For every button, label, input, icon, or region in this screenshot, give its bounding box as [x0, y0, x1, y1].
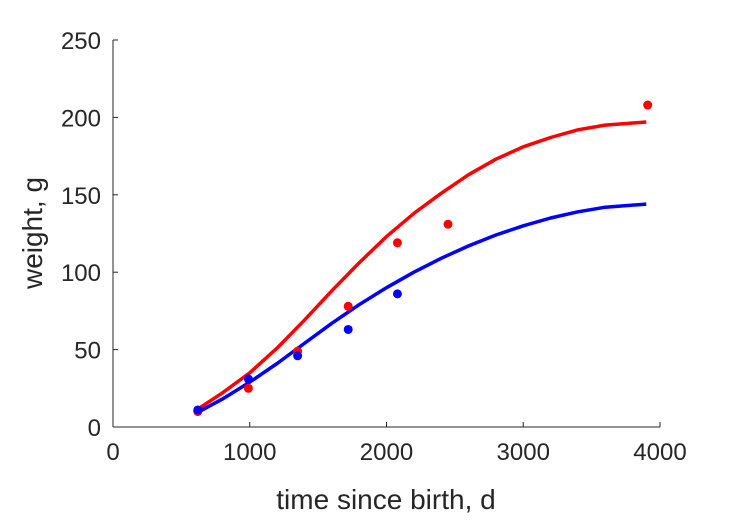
x-tick-label: 3000 [497, 439, 550, 466]
series-1-point [343, 324, 353, 334]
y-tick-label: 0 [88, 415, 101, 442]
data-points [193, 100, 653, 417]
y-tick-label: 100 [61, 260, 101, 287]
x-tick-label: 2000 [360, 439, 413, 466]
x-axis-label: time since birth, d [276, 484, 495, 515]
x-tick-label: 4000 [633, 439, 686, 466]
series-1-point [193, 405, 203, 415]
y-tick-label: 150 [61, 183, 101, 210]
axis-ticks: 0 1000 2000 3000 4000 0 50 100 150 200 250 [61, 28, 687, 466]
series-0-point [643, 100, 653, 110]
series-1-fit-line [195, 202, 647, 415]
y-tick-label: 200 [61, 105, 101, 132]
series-0-point [343, 301, 353, 311]
x-tick-label: 0 [106, 439, 119, 466]
x-tick-label: 1000 [223, 439, 276, 466]
series-0-point [392, 238, 402, 248]
series-0-point [443, 219, 453, 229]
series-0-point [243, 383, 253, 393]
y-tick-label: 250 [61, 28, 101, 55]
y-tick-label: 50 [74, 338, 101, 365]
series-1-point [243, 374, 253, 384]
series-0-fit-line [195, 120, 647, 412]
series-1-point [293, 351, 303, 361]
fit-curves [195, 120, 647, 415]
y-axis-label: weight, g [17, 177, 48, 290]
series-1-point [392, 289, 402, 299]
